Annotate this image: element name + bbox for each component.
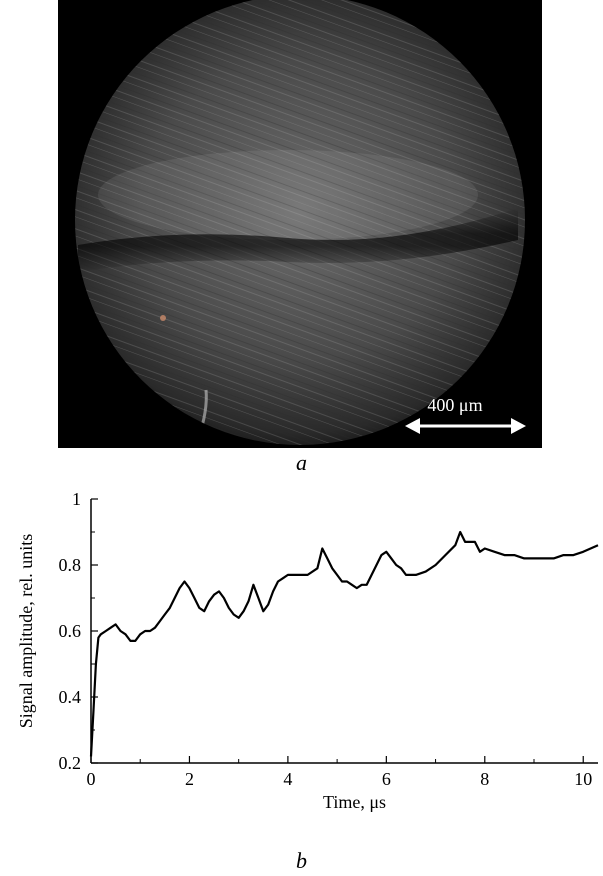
y-tick-label: 0.6 — [59, 621, 82, 641]
x-tick-label: 4 — [283, 769, 292, 789]
x-tick-label: 2 — [185, 769, 194, 789]
x-tick-label: 6 — [382, 769, 391, 789]
signal-series-line — [89, 530, 599, 757]
y-tick-label: 1 — [72, 489, 81, 509]
scale-bar-label: 400 μm — [427, 395, 482, 415]
signal-chart: 0 2 4 6 8 10 0.2 0.4 0.6 0.8 1 Time, μs Signal ampli… — [16, 489, 599, 812]
x-tick-label: 10 — [574, 769, 592, 789]
x-tick-label: 8 — [480, 769, 489, 789]
panel-b-label: b — [296, 848, 307, 873]
x-axis-label: Time, μs — [323, 792, 386, 812]
y-tick-label: 0.2 — [59, 753, 82, 773]
y-axis-label: Signal amplitude, rel. units — [16, 534, 36, 728]
panel-a-label: a — [296, 450, 307, 475]
y-tick-label: 0.4 — [59, 687, 82, 707]
y-tick-label: 0.8 — [59, 555, 82, 575]
micrograph-image: 400 μm — [58, 0, 542, 448]
x-tick-label: 0 — [87, 769, 96, 789]
